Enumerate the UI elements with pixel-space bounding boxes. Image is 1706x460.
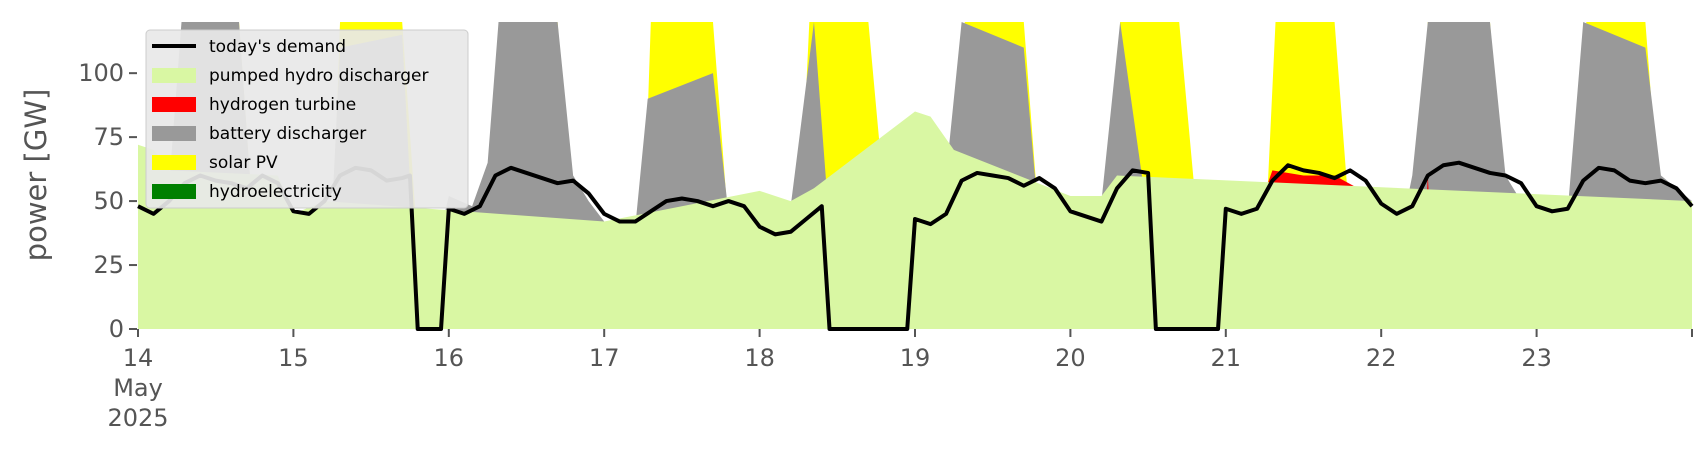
x-tick-label-month: May [113, 374, 163, 402]
x-tick-label: 19 [900, 344, 931, 372]
legend-box [145, 29, 469, 209]
y-tick-label: 25 [93, 251, 124, 279]
legend-label-solar-pv: solar PV [209, 153, 278, 173]
plot-area [137, 22, 1694, 331]
y-axis-title: power [GW] [19, 89, 53, 262]
legend-label-pumped-hydro-discharger: pumped hydro discharger [209, 66, 428, 86]
x-tick-label: 16 [434, 344, 465, 372]
legend-swatch-pumped-hydro-discharger [152, 68, 196, 83]
y-tick-label: 75 [93, 123, 124, 151]
legend-swatch-hydrogen-turbine [152, 97, 196, 112]
y-tick-label: 100 [78, 59, 124, 87]
x-tick-label: 17 [589, 344, 620, 372]
legend-swatch-battery-discharger [152, 126, 196, 141]
x-tick-label: 20 [1055, 344, 1086, 372]
legend-label-hydroelectricity: hydroelectricity [209, 182, 342, 202]
legend-swatch-hydroelectricity [152, 184, 196, 199]
y-tick-label: 0 [109, 315, 124, 343]
x-tick-label: 18 [744, 344, 775, 372]
series-layer [137, 22, 1694, 331]
y-axis: 0 25 50 75 100 [78, 59, 137, 343]
x-tick-label: 15 [278, 344, 309, 372]
legend-label-today-s-demand: today's demand [209, 37, 346, 57]
y-tick-label: 50 [93, 187, 124, 215]
legend-items: today's demand pumped hydro discharger hyd… [152, 37, 428, 202]
legend: today's demand pumped hydro discharger hyd… [145, 29, 469, 209]
x-tick-label: 22 [1366, 344, 1397, 372]
x-tick-label: 21 [1211, 344, 1242, 372]
legend-swatch-solar-pv [152, 155, 196, 170]
x-tick-label-year: 2025 [107, 404, 168, 432]
x-tick-label: 14 [123, 344, 154, 372]
legend-label-hydrogen-turbine: hydrogen turbine [209, 95, 356, 115]
legend-label-battery-discharger: battery discharger [209, 124, 366, 144]
x-tick-label: 23 [1521, 344, 1552, 372]
